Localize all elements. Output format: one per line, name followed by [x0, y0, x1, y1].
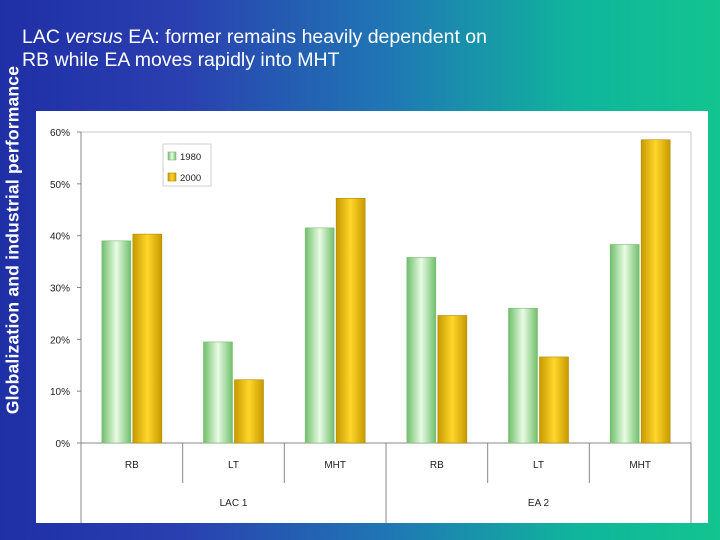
x-tick-label: RB: [430, 460, 444, 471]
side-title: Globalization and industrial performance: [0, 0, 26, 480]
bar-1980-6: [609, 244, 640, 444]
y-tick-label: 50%: [50, 180, 70, 191]
bar-2000-2: [234, 379, 264, 444]
bar-2000-1: [132, 233, 163, 444]
heading-line-1-emphasis: versus: [65, 26, 123, 48]
legend-label-2000: 2000: [180, 173, 201, 184]
bar-2000-6: [640, 139, 671, 444]
y-tick-label: 40%: [50, 232, 70, 243]
bar-1980-2: [203, 341, 233, 444]
x-tick-label: RB: [125, 460, 139, 471]
x-tick-label: LT: [533, 460, 544, 471]
y-tick-label: 10%: [50, 387, 70, 398]
bar-1980-1: [101, 240, 132, 444]
bar-2000-5: [539, 356, 569, 444]
chart-panel: 0% 10% 20% 30% 40% 50% 60% RB LT MHT RB LT MHT LAC 1 E…: [36, 111, 708, 523]
legend-swatch-1980: [167, 151, 177, 161]
x-tick-label: MHT: [629, 460, 651, 471]
bar-1980-4: [406, 257, 437, 444]
group-label: EA 2: [528, 498, 550, 509]
side-title-text: Globalization and industrial performance: [2, 65, 23, 415]
bar-2000-4: [437, 315, 468, 444]
heading-line-1: LAC versus EA: former remains heavily de…: [22, 26, 487, 49]
bar-chart: 0% 10% 20% 30% 40% 50% 60% RB LT MHT RB LT MHT LAC 1 E…: [50, 128, 692, 523]
bar-1980-3: [304, 227, 335, 444]
x-tick-label: LT: [228, 460, 239, 471]
legend-label-1980: 1980: [180, 152, 201, 163]
legend-swatch-2000: [167, 172, 177, 182]
group-label: LAC 1: [220, 498, 248, 509]
bar-2000-3: [335, 198, 366, 444]
heading-line-1-b: EA: former remains heavily dependent on: [122, 26, 487, 48]
y-tick-label: 60%: [50, 128, 70, 139]
y-tick-label: 0%: [56, 439, 71, 450]
x-tick-label: MHT: [324, 460, 346, 471]
y-tick-label: 20%: [50, 335, 70, 346]
slide-heading: LAC versus EA: former remains heavily de…: [22, 26, 487, 72]
heading-line-2: RB while EA moves rapidly into MHT: [22, 49, 340, 71]
y-tick-label: 30%: [50, 284, 70, 295]
heading-line-1-a: LAC: [22, 26, 66, 48]
bar-1980-5: [508, 307, 538, 444]
